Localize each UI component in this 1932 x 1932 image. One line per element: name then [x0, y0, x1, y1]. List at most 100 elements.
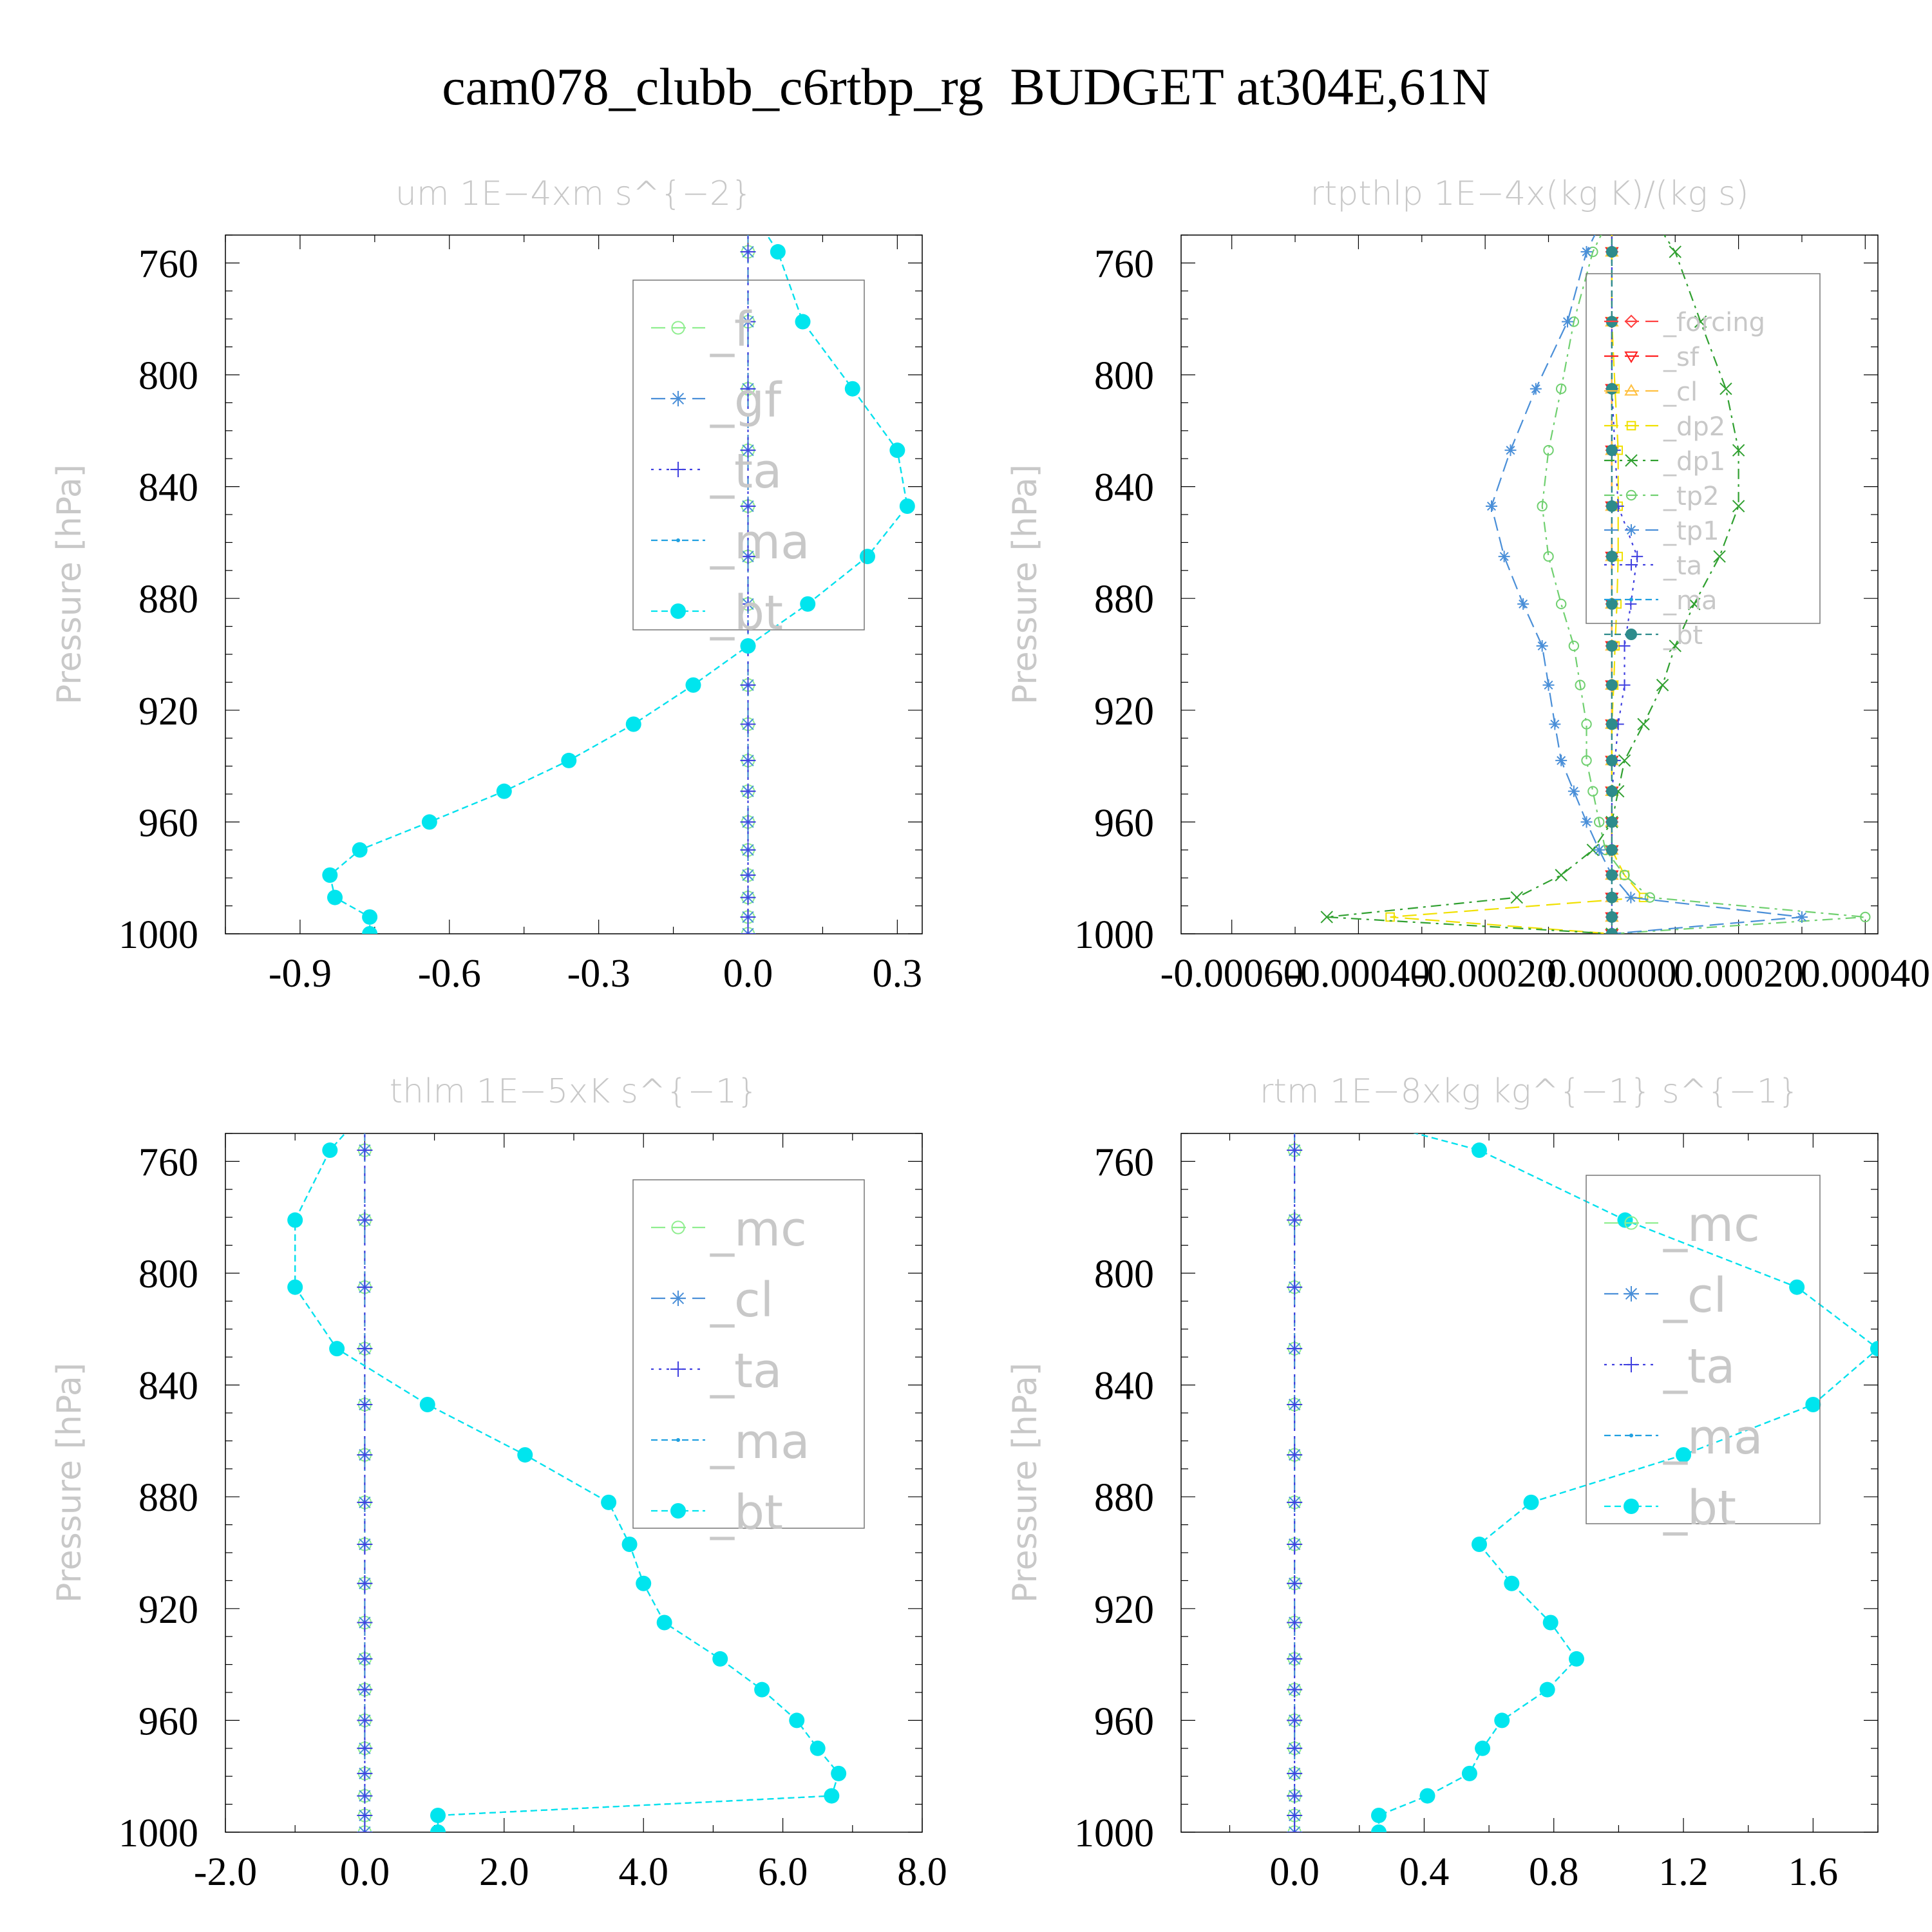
data-point [1287, 1765, 1303, 1781]
panel-title: rtm 1E−8xkg kg^{−1} s^{−1} [1260, 1072, 1799, 1111]
y-tick-label: 920 [1094, 690, 1154, 734]
x-tick-label: 1.2 [1658, 1850, 1709, 1894]
panel-title: thlm 1E−5xK s^{−1} [390, 1072, 758, 1111]
data-point [740, 314, 756, 330]
data-point [327, 889, 343, 905]
data-point [795, 314, 811, 330]
data-point [496, 783, 512, 799]
data-point [357, 1142, 373, 1159]
panel-3: thlm 1E−5xK s^{−1} Pressure [hPa] 760 800 84… [50, 1072, 947, 1894]
data-point [1287, 1536, 1303, 1552]
y-tick-label: 920 [138, 1588, 198, 1632]
data-point [1593, 844, 1605, 856]
data-point [1543, 551, 1554, 562]
data-point [824, 1788, 840, 1804]
data-point [1605, 383, 1618, 395]
data-point [1713, 550, 1726, 563]
series-line [1378, 1133, 1878, 1832]
legend-item: _ta [651, 1343, 782, 1399]
legend-label: _bt [1663, 621, 1703, 650]
legend-label: _ma [1663, 1410, 1763, 1465]
data-point [670, 1361, 686, 1377]
plot-frame [1180, 1133, 1879, 1833]
data-point [1605, 891, 1618, 904]
plot-frame [225, 1133, 923, 1833]
data-point [1287, 1788, 1303, 1804]
legend-item: _f [651, 302, 752, 357]
data-point [789, 1712, 805, 1728]
data-point [1625, 454, 1638, 467]
data-point [287, 1212, 303, 1228]
data-point [740, 842, 756, 858]
y-tick-label: 760 [1094, 242, 1154, 286]
data-point [712, 1651, 728, 1667]
plot-frame [1180, 234, 1879, 934]
data-point [1504, 444, 1517, 457]
legend-item: _mc [1604, 1197, 1760, 1253]
data-point [1605, 444, 1618, 457]
data-point [1536, 639, 1548, 652]
legend-item: _tp1 [1604, 516, 1719, 546]
data-point [1688, 598, 1701, 611]
legend-label: _gf [710, 373, 782, 428]
data-point [1537, 500, 1548, 512]
data-point [357, 1651, 373, 1667]
data-point [1669, 245, 1681, 258]
data-point [1562, 316, 1574, 328]
x-tick-label: 0.0 [723, 952, 773, 996]
legend-item: _dp2 [1604, 412, 1725, 442]
data-point [859, 549, 875, 565]
legend-item: _gf [651, 373, 782, 428]
legend-label: _forcing [1663, 308, 1765, 337]
x-tick-label: 0.0 [340, 1850, 390, 1894]
data-point [1625, 559, 1637, 571]
data-point [1580, 246, 1593, 258]
data-point [430, 1807, 446, 1823]
data-point [1287, 1494, 1303, 1510]
x-tick-label: 0.00000 [1547, 952, 1677, 996]
data-point [362, 926, 378, 934]
legend-item: _tp2 [1604, 482, 1719, 511]
legend-item: _ma [651, 1414, 810, 1470]
data-point [1805, 1396, 1821, 1412]
data-point [357, 1807, 373, 1823]
data-point [1287, 1681, 1303, 1698]
data-point [1694, 315, 1707, 328]
legend-frame [632, 1179, 865, 1529]
legend-item: _bt [1604, 621, 1703, 650]
data-point [601, 1494, 617, 1510]
legend-item: _ma [651, 515, 810, 570]
y-tick-label: 1000 [118, 913, 198, 957]
data-point [1631, 551, 1643, 563]
data-point [1287, 1212, 1303, 1228]
data-point [1605, 551, 1618, 563]
data-point [1320, 911, 1333, 923]
legend-item: _bt [651, 1485, 783, 1540]
data-point [740, 752, 756, 768]
series-line [329, 235, 908, 934]
series-bt [1605, 235, 1618, 934]
y-tick-label: 880 [1094, 578, 1154, 621]
x-tick-label: 0.00020 [1674, 952, 1804, 996]
series-line [1390, 235, 1645, 934]
data-point [1605, 816, 1618, 828]
data-point [1287, 1142, 1303, 1159]
legend-item: _bt [651, 585, 783, 641]
legend-item: _ma [1604, 586, 1717, 616]
data-point [1619, 869, 1630, 881]
x-tick-label: 0.0 [1269, 1850, 1320, 1894]
x-tick-label: 0.3 [873, 952, 923, 996]
x-tick-label: 1.6 [1788, 1850, 1839, 1894]
series-dp2 [1385, 235, 1649, 934]
data-point [561, 752, 577, 768]
data-point [1605, 754, 1618, 766]
data-point [362, 909, 378, 925]
data-point [1575, 679, 1586, 690]
data-point [1287, 1807, 1303, 1823]
data-point [352, 842, 368, 858]
data-point [670, 1291, 686, 1306]
data-point [357, 1447, 373, 1463]
legend-label: _bt [1663, 1481, 1736, 1536]
y-tick-label: 800 [1094, 354, 1154, 398]
data-point [1795, 911, 1808, 923]
